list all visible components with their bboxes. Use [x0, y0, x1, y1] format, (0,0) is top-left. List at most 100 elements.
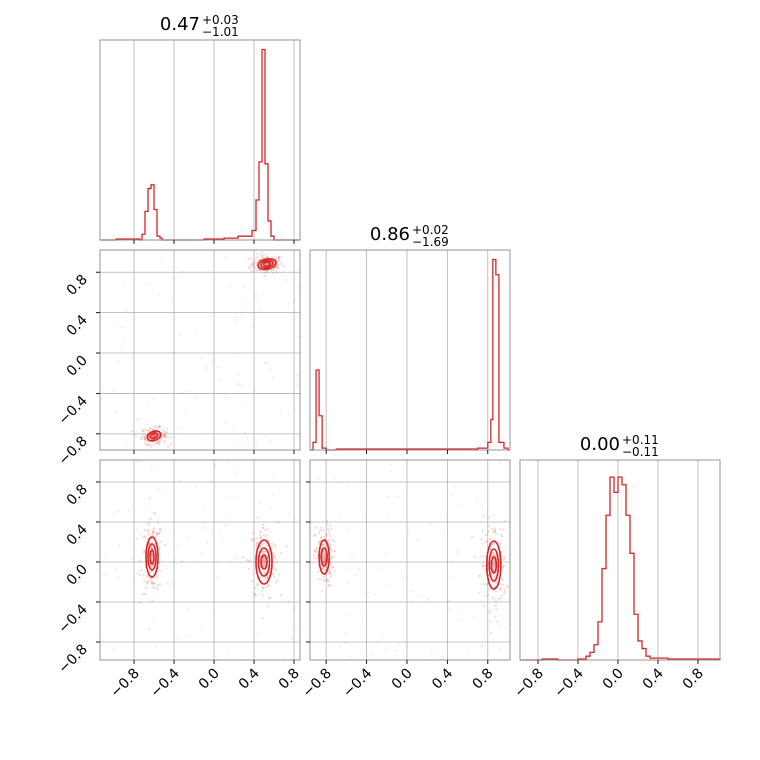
sample-point: [495, 533, 498, 536]
sample-point: [142, 435, 145, 439]
sample-point: [321, 545, 324, 548]
sample-point: [269, 531, 272, 534]
sample-point: [491, 596, 494, 600]
sample-point: [239, 383, 242, 386]
sample-point: [274, 266, 277, 269]
sample-point: [152, 564, 155, 567]
sample-point: [154, 425, 157, 428]
sample-point: [492, 552, 495, 555]
sample-point: [265, 569, 268, 572]
sample-point: [288, 413, 291, 416]
sample-point: [153, 250, 156, 252]
sample-point: [145, 529, 148, 532]
sample-point: [467, 650, 470, 653]
sample-point: [499, 542, 502, 545]
contour-level: [262, 261, 272, 268]
sample-point: [158, 440, 162, 443]
sample-point: [274, 567, 277, 570]
sample-point: [503, 589, 507, 592]
sample-point: [483, 542, 486, 545]
sample-point: [247, 258, 250, 261]
sample-point: [151, 531, 154, 534]
sample-point: [225, 421, 228, 424]
sample-point: [249, 263, 252, 266]
sample-point: [256, 300, 259, 303]
histogram-param-1: [310, 258, 510, 451]
sample-point: [143, 579, 146, 583]
sample-point: [478, 574, 481, 577]
contour-level: [255, 539, 273, 585]
sample-point: [389, 463, 392, 466]
sample-point: [480, 554, 483, 558]
sample-point: [217, 561, 220, 564]
sample-point: [277, 266, 280, 269]
sample-point: [326, 580, 329, 583]
sample-point: [261, 559, 264, 562]
sample-point: [333, 555, 336, 558]
contour-level: [146, 430, 162, 442]
sample-point: [159, 541, 162, 544]
sample-point: [210, 530, 213, 533]
sample-point: [185, 410, 188, 413]
sample-point: [261, 293, 264, 296]
sample-point: [487, 530, 490, 533]
sample-point: [151, 435, 154, 438]
x-tick-label: 0.4: [236, 665, 263, 692]
sample-point: [272, 571, 275, 575]
panel-grid: [310, 460, 510, 660]
sample-point: [493, 563, 496, 566]
sample-point: [321, 543, 325, 546]
panel-frame: [99, 459, 301, 661]
sample-point: [315, 546, 318, 550]
sample-point: [150, 546, 153, 549]
sample-point: [275, 560, 278, 564]
sample-point: [225, 523, 228, 526]
sample-point: [448, 599, 451, 602]
sample-point: [165, 581, 168, 584]
sample-point: [339, 516, 342, 519]
contour-level: [260, 259, 274, 269]
sample-point: [131, 557, 134, 560]
sample-point: [315, 547, 318, 550]
sample-point: [156, 442, 159, 445]
sample-point: [360, 481, 363, 484]
sample-point: [274, 266, 277, 269]
sample-point: [225, 496, 228, 499]
sample-point: [267, 252, 270, 255]
sample-point: [195, 332, 198, 335]
sample-point: [347, 581, 350, 584]
sample-point: [101, 639, 104, 642]
sample-point: [213, 609, 216, 612]
sample-point: [315, 526, 318, 529]
sample-point: [256, 256, 259, 259]
sample-point: [138, 460, 141, 463]
sample-point: [145, 582, 149, 585]
sample-point: [260, 536, 263, 539]
sample-point: [478, 591, 481, 594]
sample-point: [144, 438, 147, 442]
sample-point: [128, 509, 131, 512]
sample-point: [254, 295, 257, 298]
sample-point: [491, 573, 494, 577]
sample-point: [153, 443, 156, 446]
sample-point: [313, 533, 316, 536]
sample-point: [256, 584, 259, 587]
sample-point: [226, 460, 229, 463]
sample-point: [276, 264, 279, 267]
sample-point: [249, 257, 252, 260]
sample-point: [326, 579, 329, 582]
sample-point: [270, 269, 273, 272]
sample-point: [253, 269, 256, 272]
sample-point: [271, 493, 274, 496]
sample-point: [295, 373, 298, 376]
sample-point: [158, 532, 161, 535]
sample-point: [191, 434, 194, 437]
sample-point: [149, 483, 152, 486]
sample-point: [410, 601, 413, 604]
sample-point: [166, 431, 169, 434]
sample-point: [406, 645, 409, 648]
sample-point: [275, 569, 278, 572]
sample-point: [266, 576, 269, 579]
sample-point: [263, 556, 266, 559]
